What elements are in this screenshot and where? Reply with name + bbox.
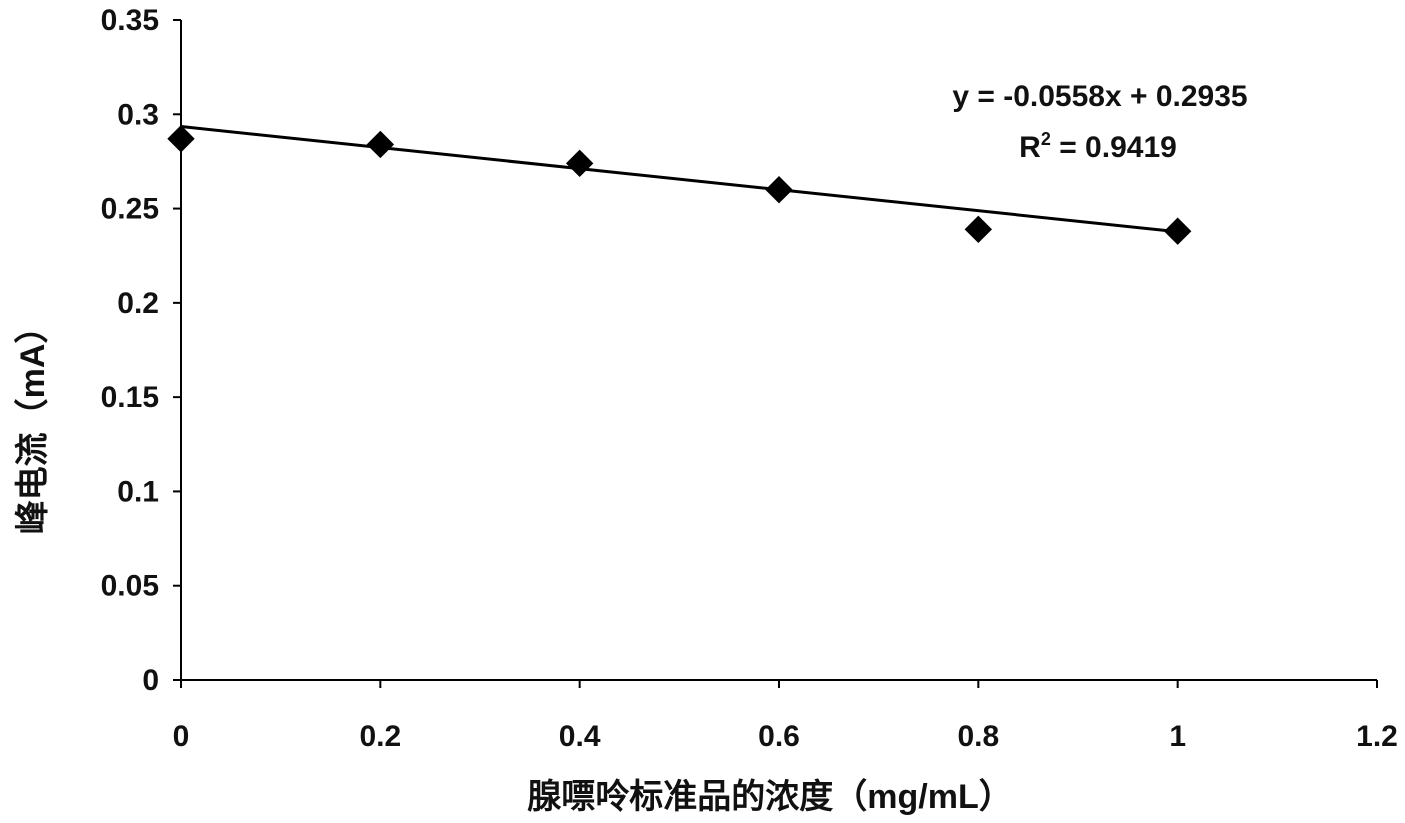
y-tick-label: 0.35 (101, 4, 159, 37)
x-axis-title: 腺嘌呤标准品的浓度（mg/mL） (527, 777, 1012, 816)
data-point-marker (765, 176, 793, 204)
data-point-marker (366, 130, 395, 159)
data-point-marker (964, 215, 993, 244)
trendline-equation: y = -0.0558x + 0.2935 (952, 80, 1247, 113)
x-tick-label: 1 (1169, 720, 1186, 753)
r2-value: = 0.9419 (1051, 131, 1177, 164)
y-axis-title: 峰电流（mA） (13, 310, 52, 535)
y-tick-label: 0 (142, 664, 159, 697)
y-tick-label: 0.15 (101, 381, 159, 414)
data-point-marker (167, 125, 195, 153)
tick-labels: 0 0.05 0.1 0.15 0.2 0.25 0.3 0.35 0 0.2 0.4 0.6 0.8 1… (101, 4, 1398, 753)
data-point-marker (565, 149, 594, 178)
data-point-marker (1163, 217, 1192, 245)
trendline-r-squared: R2 = 0.9419 (1019, 129, 1177, 164)
x-tick-label: 0.6 (758, 720, 800, 753)
trendline (180, 125, 1178, 234)
x-tick-label: 0.4 (559, 720, 601, 753)
trendline-path (180, 125, 1178, 234)
y-tick-label: 0.25 (101, 193, 159, 226)
y-tick-label: 0.05 (101, 570, 159, 603)
x-tick-label: 1.2 (1356, 720, 1398, 753)
x-tick-label: 0.8 (957, 720, 999, 753)
y-tick-label: 0.1 (117, 475, 159, 508)
x-tick-label: 0.2 (359, 720, 401, 753)
r2-superscript: 2 (1041, 129, 1051, 149)
y-tick-label: 0.2 (117, 287, 159, 320)
r2-prefix: R (1019, 131, 1041, 164)
x-tick-label: 0 (173, 720, 190, 753)
axes (173, 19, 1378, 688)
data-points (167, 125, 1192, 245)
y-tick-label: 0.3 (117, 98, 159, 131)
